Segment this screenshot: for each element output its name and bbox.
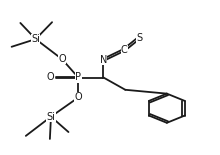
Text: C: C — [121, 45, 128, 55]
Text: O: O — [58, 54, 66, 64]
Text: O: O — [47, 73, 54, 82]
Text: N: N — [100, 55, 107, 65]
Text: Si: Si — [31, 34, 40, 44]
Text: S: S — [136, 33, 143, 43]
Text: Si: Si — [47, 112, 55, 122]
Text: P: P — [75, 73, 81, 82]
Text: O: O — [75, 93, 82, 102]
